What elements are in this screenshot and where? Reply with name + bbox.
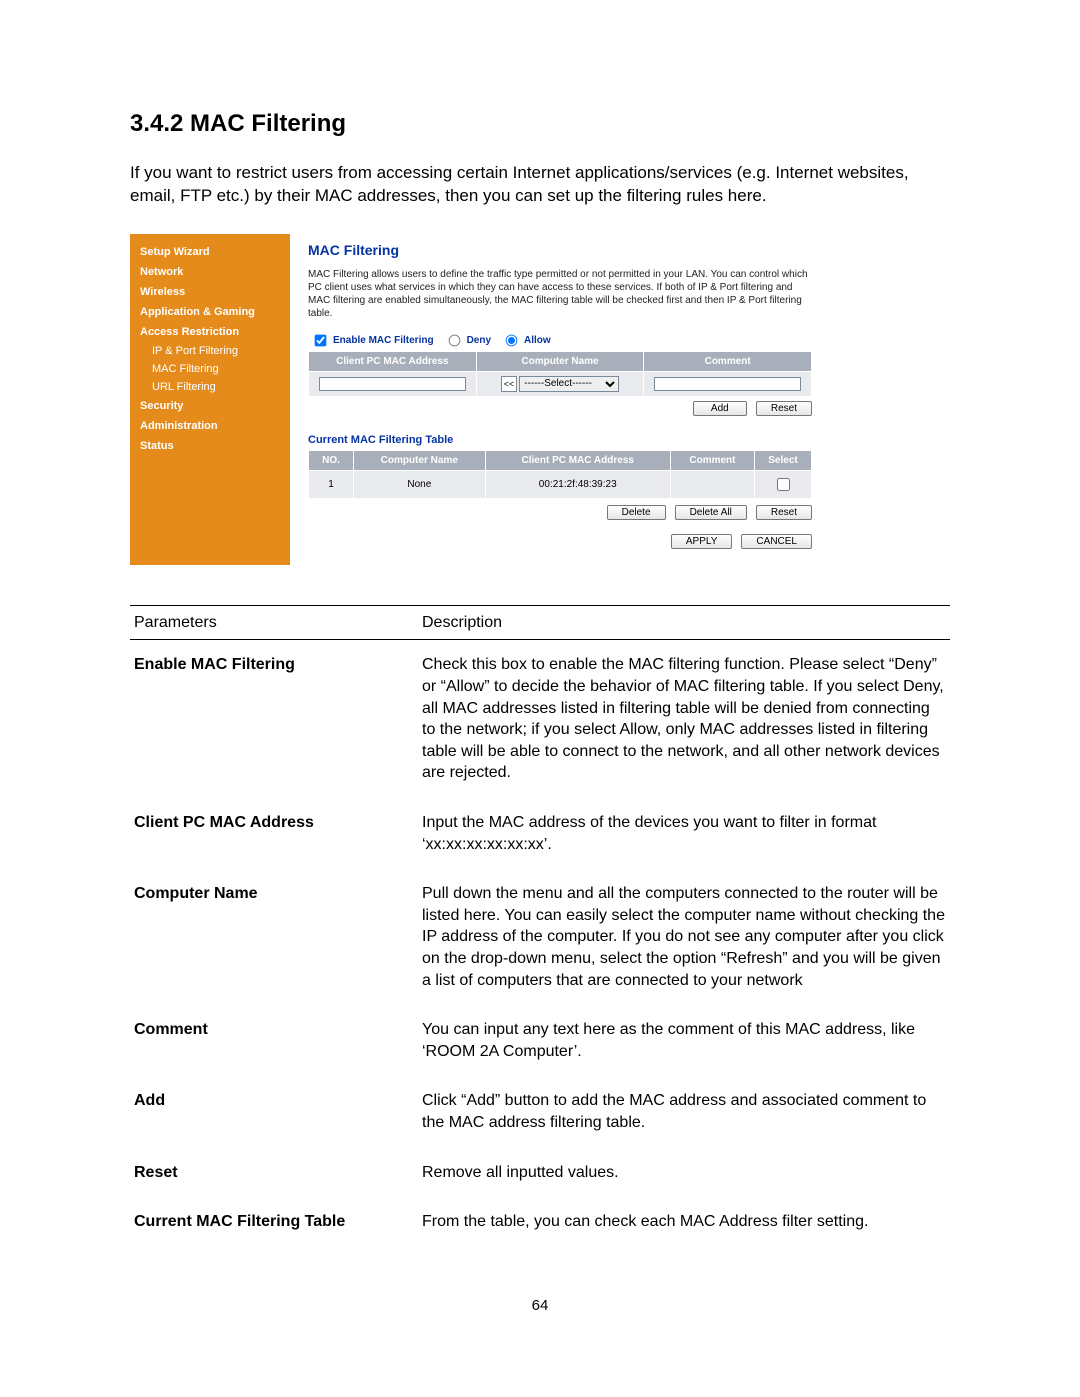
table-row: Enable MAC Filtering Check this box to e… xyxy=(130,640,950,798)
deny-radio[interactable] xyxy=(448,335,460,347)
sidebar-item-network[interactable]: Network xyxy=(140,262,280,282)
computer-name-select[interactable]: ------Select------ xyxy=(519,376,619,392)
param-name: Add xyxy=(130,1076,418,1147)
sidebar-item-status[interactable]: Status xyxy=(140,436,280,456)
sidebar-item-setup-wizard[interactable]: Setup Wizard xyxy=(140,242,280,262)
param-desc: Click “Add” button to add the MAC addres… xyxy=(418,1076,950,1147)
ft-row-mac: 00:21:2f:48:39:23 xyxy=(485,470,670,498)
panel-title: MAC Filtering xyxy=(308,242,812,258)
param-name: Client PC MAC Address xyxy=(130,798,418,869)
sidebar-item-security[interactable]: Security xyxy=(140,396,280,416)
mac-input[interactable] xyxy=(319,377,466,391)
table-row: 1 None 00:21:2f:48:39:23 xyxy=(309,470,812,498)
param-hdr-param: Parameters xyxy=(130,605,418,640)
cfg-hdr-mac: Client PC MAC Address xyxy=(336,356,448,367)
sidebar-sub-url[interactable]: URL Filtering xyxy=(140,378,280,396)
ft-hdr-select: Select xyxy=(768,455,797,466)
sidebar-item-wireless[interactable]: Wireless xyxy=(140,282,280,302)
allow-label: Allow xyxy=(524,335,551,346)
table-row: Computer Name Pull down the menu and all… xyxy=(130,869,950,1005)
ft-row-comment xyxy=(670,470,754,498)
cfg-hdr-name: Computer Name xyxy=(521,356,598,367)
deny-label: Deny xyxy=(467,335,491,346)
table-row: Current MAC Filtering Table From the tab… xyxy=(130,1197,950,1247)
enable-mac-checkbox[interactable] xyxy=(315,335,327,347)
config-table: Client PC MAC Address Computer Name Comm… xyxy=(308,351,812,397)
param-desc: You can input any text here as the comme… xyxy=(418,1005,950,1076)
sidebar-sub-mac[interactable]: MAC Filtering xyxy=(140,360,280,378)
main-panel: MAC Filtering MAC Filtering allows users… xyxy=(290,234,830,565)
enable-row: Enable MAC Filtering Deny Allow xyxy=(308,334,812,347)
sidebar-item-application-gaming[interactable]: Application & Gaming xyxy=(140,302,280,322)
copy-left-icon[interactable]: << xyxy=(501,376,518,392)
sidebar-item-access-restriction[interactable]: Access Restriction xyxy=(140,322,280,342)
param-name: Computer Name xyxy=(130,869,418,1005)
page-number: 64 xyxy=(130,1297,950,1314)
table-row: Reset Remove all inputted values. xyxy=(130,1148,950,1198)
section-title: 3.4.2 MAC Filtering xyxy=(130,110,950,138)
allow-radio[interactable] xyxy=(506,335,518,347)
cancel-button[interactable]: CANCEL xyxy=(741,534,812,549)
comment-input[interactable] xyxy=(654,377,801,391)
apply-button[interactable]: APPLY xyxy=(671,534,733,549)
ft-row-name: None xyxy=(354,470,486,498)
sidebar-sub-ip-port[interactable]: IP & Port Filtering xyxy=(140,342,280,360)
param-name: Comment xyxy=(130,1005,418,1076)
delete-all-button[interactable]: Delete All xyxy=(675,505,747,520)
param-name: Reset xyxy=(130,1148,418,1198)
parameters-table: Parameters Description Enable MAC Filter… xyxy=(130,605,950,1247)
reset2-button[interactable]: Reset xyxy=(756,505,812,520)
ft-hdr-comment: Comment xyxy=(689,455,735,466)
table-row: Add Click “Add” button to add the MAC ad… xyxy=(130,1076,950,1147)
delete-button[interactable]: Delete xyxy=(607,505,666,520)
param-name: Current MAC Filtering Table xyxy=(130,1197,418,1247)
panel-desc: MAC Filtering allows users to define the… xyxy=(308,268,812,320)
param-desc: Input the MAC address of the devices you… xyxy=(418,798,950,869)
filter-table: NO. Computer Name Client PC MAC Address … xyxy=(308,450,812,499)
cfg-hdr-comment: Comment xyxy=(705,356,751,367)
ft-hdr-mac: Client PC MAC Address xyxy=(522,455,634,466)
table-row: Comment You can input any text here as t… xyxy=(130,1005,950,1076)
row-select-checkbox[interactable] xyxy=(777,478,790,491)
table-row: Client PC MAC Address Input the MAC addr… xyxy=(130,798,950,869)
current-table-title: Current MAC Filtering Table xyxy=(308,434,812,446)
add-button[interactable]: Add xyxy=(693,401,747,416)
sidebar: Setup Wizard Network Wireless Applicatio… xyxy=(130,234,290,565)
param-hdr-desc: Description xyxy=(418,605,950,640)
ft-row-no: 1 xyxy=(309,470,354,498)
router-screenshot: Setup Wizard Network Wireless Applicatio… xyxy=(130,234,830,565)
param-desc: Check this box to enable the MAC filteri… xyxy=(418,640,950,798)
param-name: Enable MAC Filtering xyxy=(130,640,418,798)
ft-hdr-name: Computer Name xyxy=(381,455,458,466)
sidebar-item-administration[interactable]: Administration xyxy=(140,416,280,436)
param-desc: From the table, you can check each MAC A… xyxy=(418,1197,950,1247)
intro-text: If you want to restrict users from acces… xyxy=(130,162,950,208)
enable-mac-label: Enable MAC Filtering xyxy=(333,335,434,346)
param-desc: Remove all inputted values. xyxy=(418,1148,950,1198)
reset-button[interactable]: Reset xyxy=(756,401,812,416)
param-desc: Pull down the menu and all the computers… xyxy=(418,869,950,1005)
ft-hdr-no: NO. xyxy=(322,455,340,466)
